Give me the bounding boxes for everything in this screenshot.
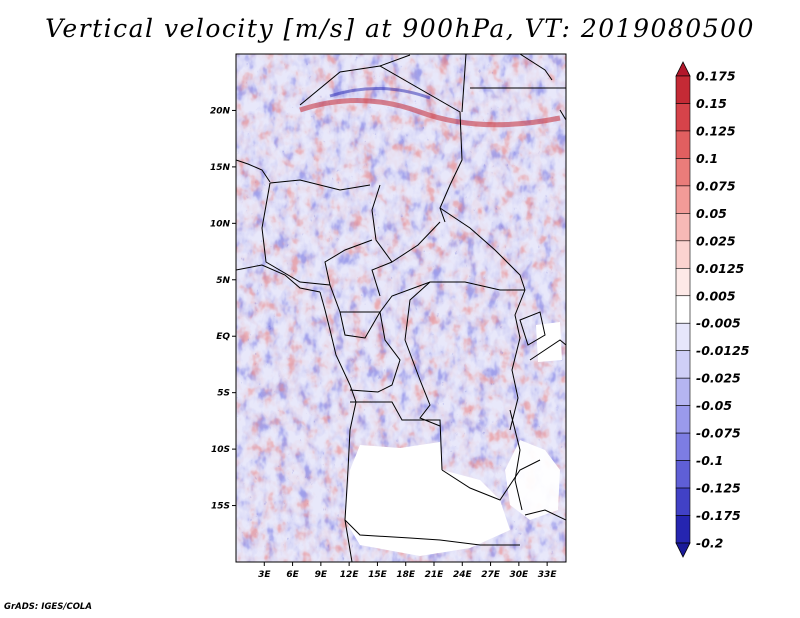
colorbar-label: 0.0125	[696, 261, 745, 276]
lat-label: 15N	[210, 163, 231, 173]
lat-label: 15S	[211, 502, 230, 512]
colorbar-segment	[675, 130, 691, 159]
grads-credit: GrADS: IGES/COLA	[4, 602, 92, 612]
colorbar-label: 0.025	[696, 233, 736, 248]
longitude-axis: 3E 6E 9E 12E 15E 18E 21E 24E 27E 30E 33E	[258, 562, 557, 580]
colorbar-segment	[675, 158, 691, 187]
lon-label: 9E	[315, 570, 328, 580]
lat-label: 20N	[210, 106, 231, 116]
colorbar-label: -0.005	[696, 316, 741, 331]
lon-label: 12E	[340, 570, 360, 580]
lon-label: 27E	[481, 570, 501, 580]
colorbar-segment	[675, 213, 691, 242]
colorbar-segment	[675, 295, 691, 324]
chart-title: Vertical velocity [m/s] at 900hPa, VT: 2…	[45, 14, 755, 43]
colorbar-segment	[675, 103, 691, 132]
lat-label: 5S	[217, 389, 230, 399]
colorbar-segment	[675, 515, 691, 544]
lon-label: 6E	[286, 570, 299, 580]
lon-label: 30E	[510, 570, 530, 580]
colorbar-label: 0.125	[696, 123, 736, 138]
lon-label: 18E	[396, 570, 416, 580]
colorbar-segment	[675, 350, 691, 379]
lat-label: EQ	[216, 332, 230, 342]
colorbar-label: -0.025	[696, 371, 741, 386]
latitude-axis: 20N 15N 10N 5N EQ 5S 10S 15S	[210, 106, 236, 512]
lon-label: 24E	[453, 570, 473, 580]
colorbar-label: -0.075	[696, 426, 741, 441]
colorbar-lower-triangle	[675, 542, 691, 558]
lon-label: 33E	[538, 570, 558, 580]
colorbar-segment	[675, 432, 691, 461]
colorbar-label: 0.175	[696, 69, 736, 84]
colorbar-label: 0.15	[696, 96, 727, 111]
colorbar-segment	[675, 460, 691, 489]
colorbar-segment	[675, 487, 691, 516]
lat-label: 10S	[211, 445, 230, 455]
colorbar-segment	[675, 322, 691, 352]
vertical-velocity-field	[236, 54, 566, 562]
colorbar: 0.175 0.15 0.125 0.1 0.075 0.05 0.025 0.0125 0.0…	[675, 61, 750, 558]
map-frame	[235, 53, 567, 563]
lon-label: 21E	[425, 570, 445, 580]
colorbar-label: 0.005	[696, 288, 736, 303]
colorbar-label: -0.0125	[696, 343, 750, 358]
colorbar-label: -0.05	[696, 398, 732, 413]
lon-label: 15E	[368, 570, 388, 580]
colorbar-upper-triangle	[675, 61, 691, 77]
colorbar-segment	[675, 185, 691, 214]
colorbar-segment	[675, 377, 691, 406]
colorbar-label: -0.175	[696, 508, 741, 523]
colorbar-segment	[675, 75, 691, 104]
colorbar-segment	[675, 267, 691, 297]
colorbar-label: 0.05	[696, 206, 727, 221]
colorbar-segment	[675, 240, 691, 269]
lon-label: 3E	[258, 570, 271, 580]
colorbar-label: -0.1	[696, 453, 723, 468]
colorbar-label: 0.075	[696, 178, 736, 193]
lat-label: 5N	[216, 276, 230, 286]
colorbar-label: -0.125	[696, 481, 741, 496]
colorbar-label: -0.2	[696, 536, 723, 551]
lat-label: 10N	[210, 219, 231, 229]
colorbar-segment	[675, 405, 691, 434]
colorbar-label: 0.1	[696, 151, 718, 166]
country-borders	[236, 54, 566, 562]
